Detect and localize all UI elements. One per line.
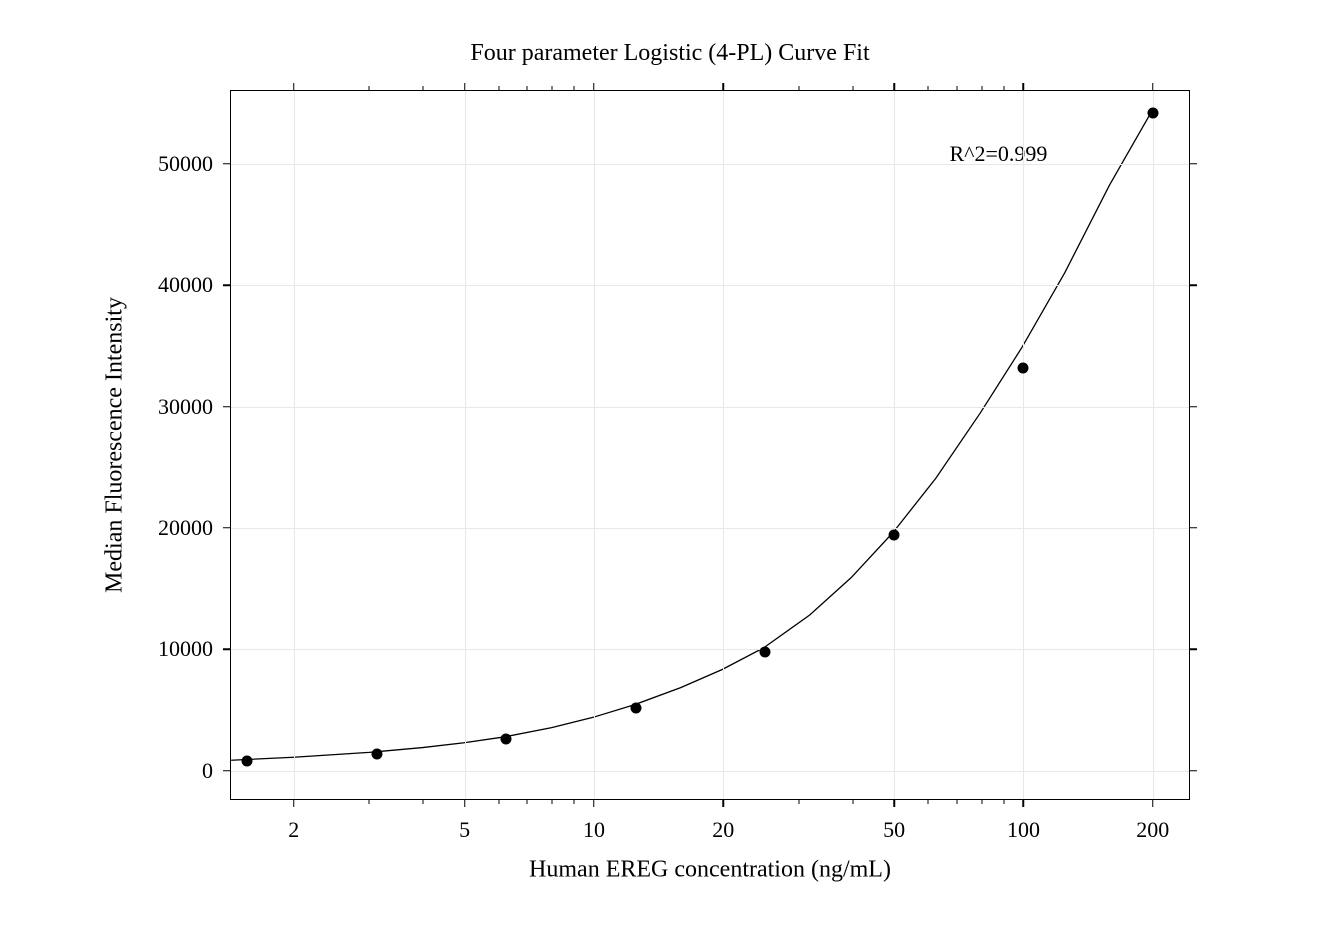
grid-line-vertical bbox=[1023, 91, 1024, 799]
y-tick bbox=[1189, 770, 1197, 772]
x-tick bbox=[464, 799, 466, 807]
grid-line-vertical bbox=[594, 91, 595, 799]
chart-title: Four parameter Logistic (4-PL) Curve Fit bbox=[0, 40, 1340, 67]
y-axis-label: Median Fluorescence Intensity bbox=[102, 297, 129, 593]
y-tick bbox=[223, 527, 231, 529]
grid-line-vertical bbox=[894, 91, 895, 799]
x-minor-tick bbox=[1003, 86, 1004, 91]
y-tick bbox=[1189, 163, 1197, 165]
x-minor-tick bbox=[498, 86, 499, 91]
x-tick bbox=[723, 799, 725, 807]
x-tick-label: 20 bbox=[712, 817, 734, 843]
y-tick bbox=[1189, 284, 1197, 286]
x-minor-tick bbox=[574, 799, 575, 804]
grid-line-vertical bbox=[1153, 91, 1154, 799]
x-tick bbox=[464, 83, 466, 91]
r-squared-annotation: R^2=0.999 bbox=[950, 141, 1048, 167]
y-tick bbox=[223, 770, 231, 772]
grid-line-horizontal bbox=[231, 771, 1189, 772]
data-point bbox=[1018, 362, 1029, 373]
x-minor-tick bbox=[552, 799, 553, 804]
grid-line-horizontal bbox=[231, 649, 1189, 650]
x-minor-tick bbox=[928, 799, 929, 804]
x-tick bbox=[723, 83, 725, 91]
x-minor-tick bbox=[527, 799, 528, 804]
x-minor-tick bbox=[369, 799, 370, 804]
data-point bbox=[759, 646, 770, 657]
x-minor-tick bbox=[574, 86, 575, 91]
chart-container: Four parameter Logistic (4-PL) Curve Fit… bbox=[0, 0, 1340, 934]
y-tick bbox=[1189, 406, 1197, 408]
x-minor-tick bbox=[527, 86, 528, 91]
x-minor-tick bbox=[956, 86, 957, 91]
y-tick-label: 10000 bbox=[158, 636, 213, 662]
x-minor-tick bbox=[981, 799, 982, 804]
x-tick bbox=[293, 83, 295, 91]
x-tick-label: 2 bbox=[288, 817, 299, 843]
x-minor-tick bbox=[798, 86, 799, 91]
x-tick bbox=[893, 83, 895, 91]
x-minor-tick bbox=[928, 86, 929, 91]
y-tick bbox=[223, 649, 231, 651]
y-tick bbox=[1189, 649, 1197, 651]
data-point bbox=[372, 748, 383, 759]
x-minor-tick bbox=[423, 86, 424, 91]
y-tick-label: 30000 bbox=[158, 394, 213, 420]
x-minor-tick bbox=[369, 86, 370, 91]
data-point bbox=[242, 755, 253, 766]
x-minor-tick bbox=[498, 799, 499, 804]
y-tick bbox=[223, 163, 231, 165]
x-minor-tick bbox=[1003, 799, 1004, 804]
x-tick bbox=[593, 83, 595, 91]
grid-line-horizontal bbox=[231, 528, 1189, 529]
y-tick-label: 40000 bbox=[158, 272, 213, 298]
data-point bbox=[889, 530, 900, 541]
y-tick bbox=[223, 284, 231, 286]
x-tick bbox=[593, 799, 595, 807]
x-tick bbox=[1152, 83, 1154, 91]
x-tick bbox=[1023, 83, 1025, 91]
y-tick bbox=[1189, 527, 1197, 529]
x-minor-tick bbox=[956, 799, 957, 804]
x-tick-label: 200 bbox=[1136, 817, 1169, 843]
x-tick-label: 100 bbox=[1007, 817, 1040, 843]
x-tick-label: 50 bbox=[883, 817, 905, 843]
x-minor-tick bbox=[852, 86, 853, 91]
grid-line-vertical bbox=[294, 91, 295, 799]
y-tick-label: 20000 bbox=[158, 515, 213, 541]
x-minor-tick bbox=[852, 799, 853, 804]
fit-curve bbox=[231, 91, 1189, 799]
x-minor-tick bbox=[981, 86, 982, 91]
y-tick-label: 0 bbox=[202, 758, 213, 784]
x-tick bbox=[1023, 799, 1025, 807]
data-point bbox=[1147, 107, 1158, 118]
data-point bbox=[501, 734, 512, 745]
x-tick bbox=[1152, 799, 1154, 807]
grid-line-horizontal bbox=[231, 164, 1189, 165]
y-tick bbox=[223, 406, 231, 408]
x-tick-label: 5 bbox=[459, 817, 470, 843]
grid-line-vertical bbox=[723, 91, 724, 799]
x-tick-label: 10 bbox=[583, 817, 605, 843]
grid-line-horizontal bbox=[231, 407, 1189, 408]
x-axis-label: Human EREG concentration (ng/mL) bbox=[529, 857, 891, 884]
fit-curve-path bbox=[231, 113, 1151, 760]
data-point bbox=[630, 702, 641, 713]
grid-line-horizontal bbox=[231, 285, 1189, 286]
x-minor-tick bbox=[798, 799, 799, 804]
x-minor-tick bbox=[423, 799, 424, 804]
x-tick bbox=[293, 799, 295, 807]
plot-area: R^2=0.999 010000200003000040000500002510… bbox=[230, 90, 1190, 800]
grid-line-vertical bbox=[465, 91, 466, 799]
x-tick bbox=[893, 799, 895, 807]
x-minor-tick bbox=[552, 86, 553, 91]
y-tick-label: 50000 bbox=[158, 151, 213, 177]
